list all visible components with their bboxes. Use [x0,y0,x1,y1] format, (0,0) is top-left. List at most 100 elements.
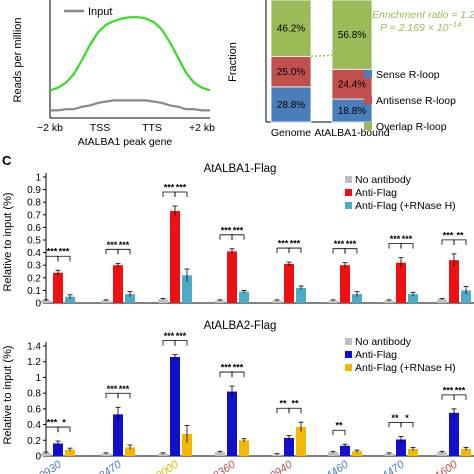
segment-value-label: 28.8% [277,100,305,111]
significance-label: *** [221,225,232,235]
significance-label: *** [59,247,70,257]
y-tick-label: 0.1 [27,286,41,297]
significance-label: *** [443,385,454,395]
legend-label: Overlap R-loop [376,121,447,133]
segment-value-label: 25.0% [277,67,305,78]
bar [41,300,51,303]
significance-bracket [162,340,176,346]
stacked-bar-segment [270,86,312,123]
legend-swatch [364,122,372,130]
bar [328,300,338,303]
significance-bracket [400,421,414,428]
significance-label: *** [290,239,301,249]
segment-value-label: 46.2% [277,24,305,35]
significance-label: *** [47,247,58,257]
alba1-ylabel: Relative to input (%) [2,192,14,291]
legend-label: Anti-Flag (+RNase H) [355,362,456,374]
significance-label: *** [47,418,58,428]
y-tick-label: 0.5 [27,236,41,247]
line-chart-xlabel: AtALBA1 peak gene [78,136,173,148]
significance-bracket [231,234,245,240]
significance-bracket [332,248,346,254]
stacked-bars-group: 28.8% 25.0% 46.2% 18.8% 24.4% 56.8% [270,0,373,123]
significance-label: ** [391,413,399,423]
legend-swatch [345,189,352,196]
bar [170,211,180,303]
significance-bracket [162,191,176,197]
bar [328,452,338,456]
bar [384,300,394,303]
legend-label: Anti-Flag (+RNase H) [355,200,456,212]
y-tick-label: 1.2 [27,357,41,368]
bar [461,290,471,303]
bar [272,300,282,303]
bar [239,440,249,456]
line-series-r-loop [49,16,211,92]
significance-bracket [276,407,290,414]
significance-bracket [288,407,302,414]
legend-label: No antibody [355,174,412,186]
significance-label: *** [233,225,244,235]
gene-label: 1600 [433,458,461,474]
alba2-bar-panel: AtALBA2-Flag Relative to input (%) 0 0.2 0… [2,320,474,474]
p-value-text: P = 2.169 × 10−14 [380,20,461,34]
bar [53,443,63,456]
bar [113,265,123,303]
bar [53,272,63,303]
y-tick-label: 0.4 [27,420,41,431]
legend-label: Sense R-loop [376,69,440,81]
y-tick-label: 1 [35,373,41,384]
enrichment-connector [310,54,333,58]
legend-swatch [345,351,352,358]
significance-label: * [62,418,66,428]
significance-label: *** [233,363,244,373]
significance-label: *** [176,331,187,341]
bar [449,260,459,303]
significance-label: *** [346,239,357,249]
bar [239,291,249,303]
alba1-title: AtALBA1-Flag [204,163,277,175]
significance-bracket [400,243,414,249]
alba1-bars-group: 00.10.20.30.40.50.60.70.80.91*** ****** **… [27,173,474,310]
significance-bracket [441,394,455,400]
significance-bracket [332,429,346,436]
bar [101,300,111,303]
y-tick-label: 0.7 [27,210,41,221]
alba1-bar-panel: AtALBA1-Flag Relative to input (%) 0 0.1 0… [2,163,474,310]
bar [170,357,180,456]
stacked-ylabel: Fraction [227,42,239,82]
significance-label: * [405,413,409,423]
x-tick-label: +2 kb [189,122,215,134]
significance-label: ** [335,421,343,431]
bar [396,262,406,303]
significance-bracket [344,248,358,254]
gene-label: 0940 [268,458,296,474]
segment-value-label: 18.8% [338,106,366,117]
significance-label: *** [107,384,118,394]
stacked-bar-segment [270,0,312,57]
bar [182,434,192,456]
y-tick-label: 0.8 [27,389,41,400]
significance-bracket [57,255,71,262]
significance-bracket [276,247,290,254]
significance-bracket [453,394,467,400]
bar [437,299,447,303]
bar [408,294,418,303]
bar [340,265,350,303]
bar [182,275,192,303]
bar [113,414,123,456]
significance-bracket [57,426,71,433]
bar [352,451,362,456]
line-chart-ylabel: Reads per million [12,18,24,103]
bar [158,299,168,303]
y-tick-label: 0.6 [27,404,41,415]
bar [284,437,294,456]
x-tick-label: −2 kb [37,122,63,134]
significance-label: *** [119,240,130,250]
gene-label: 3000 [154,458,182,474]
legend-swatch [345,176,352,183]
y-tick-label: 0.6 [27,223,41,234]
y-tick-label: 0 [35,452,41,463]
bar [227,391,237,456]
gene-label: 8470 [97,458,125,474]
